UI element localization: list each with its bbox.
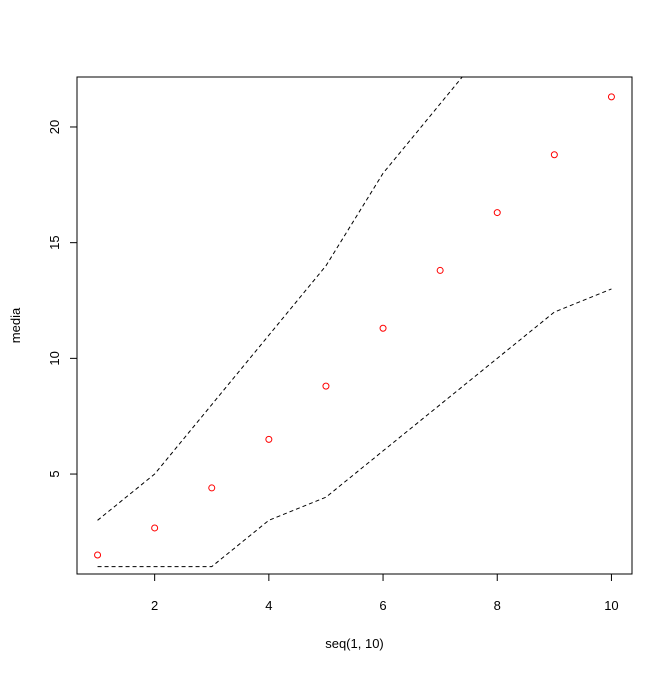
y-tick-label: 5 bbox=[47, 470, 62, 477]
x-tick-label: 4 bbox=[265, 598, 272, 613]
y-tick-label: 20 bbox=[47, 120, 62, 134]
x-tick-label: 8 bbox=[494, 598, 501, 613]
y-tick-label: 10 bbox=[47, 351, 62, 365]
dashed-line bbox=[97, 77, 463, 521]
point bbox=[436, 266, 444, 274]
y-axis-label: media bbox=[8, 307, 23, 343]
point bbox=[493, 209, 501, 217]
x-tick-label: 10 bbox=[604, 598, 618, 613]
plot-frame bbox=[76, 76, 633, 575]
point bbox=[208, 484, 216, 492]
point bbox=[379, 324, 387, 332]
point bbox=[607, 93, 615, 101]
x-tick-label: 2 bbox=[151, 598, 158, 613]
point bbox=[322, 382, 330, 390]
y-tick-label: 15 bbox=[47, 235, 62, 249]
point bbox=[550, 151, 558, 159]
point bbox=[94, 551, 102, 559]
dashed-line bbox=[97, 288, 612, 568]
point bbox=[151, 524, 159, 532]
point bbox=[265, 435, 273, 443]
x-axis-label: seq(1, 10) bbox=[325, 636, 384, 651]
x-tick-label: 6 bbox=[379, 598, 386, 613]
plot-area bbox=[94, 77, 615, 568]
